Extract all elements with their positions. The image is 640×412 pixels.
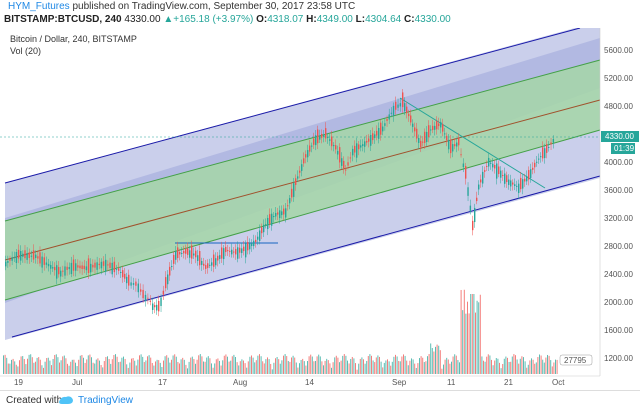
open-value: 4318.07	[267, 14, 304, 25]
price-tick-label: 1600.00	[604, 326, 633, 335]
price-tick-label: 3600.00	[604, 186, 633, 195]
price-tick-label: 4000.00	[604, 158, 633, 167]
channel-mid-line	[4, 99, 601, 261]
volume-tag-bg	[559, 354, 593, 366]
price-tag: 4330.00	[605, 132, 634, 141]
price-tick-label: 2400.00	[604, 270, 633, 279]
price-tag-bg	[601, 131, 639, 142]
volume-bars	[3, 289, 558, 374]
close-value: 4330.00	[414, 14, 451, 25]
symbol-label: BITSTAMP:BTCUSD, 240	[4, 14, 122, 25]
publish-line: HYM_Futures published on TradingView.com…	[8, 1, 355, 12]
author-link[interactable]: HYM_Futures	[8, 1, 70, 12]
price-axis: 5600.005200.004800.004400.004000.003600.…	[604, 46, 633, 363]
volume-tag: 27795	[564, 356, 587, 365]
close-label: C:	[404, 14, 415, 25]
price-tick-label: 5600.00	[604, 46, 633, 55]
time-tag-bg	[611, 143, 635, 154]
date-tick-label: Jul	[72, 378, 82, 387]
price-tick-label: 1200.00	[604, 354, 633, 363]
inner-lower-line	[4, 129, 601, 301]
date-tick-label: Oct	[552, 378, 565, 387]
chart-legend-volume: Vol (20)	[10, 46, 42, 56]
price-tick-label: 2800.00	[604, 242, 633, 251]
date-tick-label: Aug	[233, 378, 247, 387]
low-label: L:	[355, 14, 366, 25]
high-label: H:	[306, 14, 317, 25]
last-price: 4330.00	[124, 14, 161, 25]
date-axis: 19 Jul 17 Aug 14 Sep 11 21 Oct	[14, 378, 565, 387]
tradingview-brand[interactable]: TradingView	[78, 395, 134, 406]
date-tick-label: 21	[504, 378, 513, 387]
published-text: published on TradingView.com, September …	[72, 1, 356, 12]
date-tick-label: 11	[447, 378, 456, 387]
date-tick-label: 17	[158, 378, 167, 387]
outer-lower-line	[11, 175, 601, 338]
chart-header: HYM_Futures published on TradingView.com…	[0, 0, 640, 30]
ohlc-line: BITSTAMP:BTCUSD, 240 4330.00 ▲+165.18 (+…	[4, 14, 451, 25]
created-with-text: Created with	[6, 395, 63, 406]
inner-upper-line	[4, 59, 601, 222]
price-tick-label: 5200.00	[604, 74, 633, 83]
candles	[5, 89, 555, 317]
date-tick-label: Sep	[392, 378, 407, 387]
change-arrow-icon: ▲	[163, 14, 174, 25]
chart-legend-title: Bitcoin / Dollar, 240, BITSTAMP	[10, 34, 137, 44]
price-chart[interactable]: 5600.005200.004800.004400.004000.003600.…	[0, 28, 640, 388]
footer: Created with TradingView	[0, 390, 640, 412]
change-value: +165.18 (+3.97%)	[173, 14, 254, 25]
open-label: O:	[256, 14, 268, 25]
date-tick-label: 19	[14, 378, 23, 387]
low-value: 4304.64	[365, 14, 402, 25]
high-value: 4349.00	[316, 14, 353, 25]
time-tag: 01:39	[614, 144, 635, 153]
date-tick-label: 14	[305, 378, 314, 387]
price-tick-label: 2000.00	[604, 298, 633, 307]
tradingview-logo-icon	[59, 396, 73, 404]
price-tick-label: 3200.00	[604, 214, 633, 223]
outer-upper-line	[4, 28, 581, 184]
price-tick-label: 4800.00	[604, 102, 633, 111]
